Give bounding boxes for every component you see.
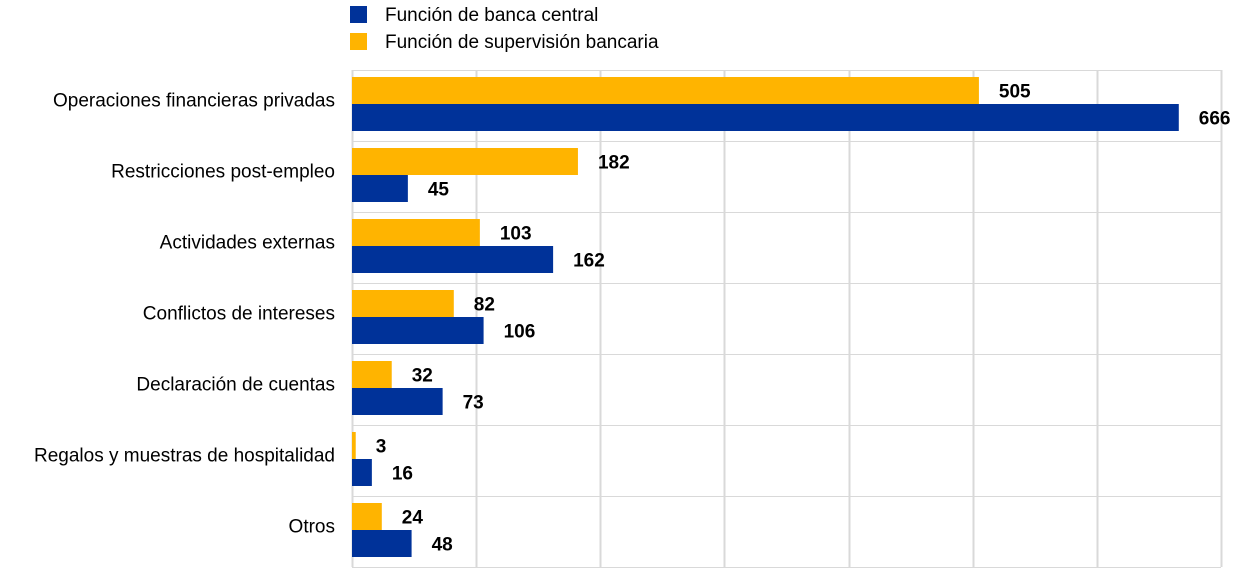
category-label: Actividades externas [160, 233, 335, 254]
legend: Función de banca central Función de super… [350, 5, 659, 53]
value-label: 48 [432, 535, 453, 556]
bar-supervision-4 [352, 361, 392, 388]
bar-central-3 [352, 317, 484, 344]
value-label: 666 [1199, 109, 1231, 130]
bar-central-6 [352, 530, 412, 557]
bar-central-1 [352, 175, 408, 202]
bar-central-4 [352, 388, 443, 415]
legend-swatch [350, 6, 367, 23]
value-label: 106 [504, 322, 536, 343]
bar-supervision-2 [352, 219, 480, 246]
bar-central-2 [352, 246, 554, 273]
value-label: 73 [463, 393, 484, 414]
bar-supervision-0 [352, 77, 979, 104]
value-label: 32 [412, 366, 433, 387]
bar-central-5 [352, 459, 372, 486]
bar-supervision-5 [352, 432, 356, 459]
bar-supervision-1 [352, 148, 578, 175]
value-label: 16 [392, 464, 413, 485]
value-label: 3 [376, 437, 387, 458]
category-label: Otros [289, 517, 335, 538]
value-label: 45 [428, 180, 450, 201]
category-label: Operaciones financieras privadas [53, 91, 335, 112]
gridlines [351, 70, 1223, 568]
legend-label: Función de supervisión bancaria [385, 32, 659, 53]
category-label: Regalos y muestras de hospitalidad [34, 446, 335, 467]
legend-swatch [350, 33, 367, 50]
category-label: Restricciones post-empleo [111, 162, 335, 183]
labels: 505 666 Operaciones financieras privadas 18… [34, 82, 1231, 556]
value-label: 505 [999, 82, 1031, 103]
bars [352, 77, 1179, 557]
legend-label: Función de banca central [385, 5, 598, 26]
value-label: 162 [573, 251, 605, 272]
bar-supervision-6 [352, 503, 382, 530]
bar-central-0 [352, 104, 1179, 131]
value-label: 24 [402, 508, 424, 529]
category-label: Conflictos de intereses [143, 304, 335, 325]
value-label: 182 [598, 153, 630, 174]
value-label: 103 [500, 224, 532, 245]
category-label: Declaración de cuentas [136, 375, 335, 396]
bar-supervision-3 [352, 290, 454, 317]
value-label: 82 [474, 295, 495, 316]
